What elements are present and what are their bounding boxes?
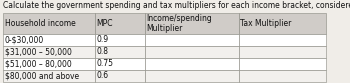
Bar <box>145 13 239 34</box>
Bar <box>239 46 326 58</box>
Bar <box>95 13 145 34</box>
Text: 0.9: 0.9 <box>97 35 109 44</box>
Bar <box>145 58 239 70</box>
Bar <box>3 58 95 70</box>
Text: 0.75: 0.75 <box>97 59 113 68</box>
Bar <box>239 34 326 46</box>
Text: 0.8: 0.8 <box>97 47 108 56</box>
Bar <box>95 34 145 46</box>
Bar <box>95 58 145 70</box>
Text: Household income: Household income <box>5 19 75 28</box>
Bar <box>239 70 326 82</box>
Bar <box>3 34 95 46</box>
Text: Income/spending
Multiplier: Income/spending Multiplier <box>147 14 212 33</box>
Text: MPC: MPC <box>97 19 113 28</box>
Text: Calculate the government spending and tax multipliers for each income bracket, c: Calculate the government spending and ta… <box>3 1 350 10</box>
Text: 0-$30,000: 0-$30,000 <box>5 35 44 44</box>
Bar <box>95 46 145 58</box>
Bar <box>145 70 239 82</box>
Bar <box>3 46 95 58</box>
Text: Tax Multiplier: Tax Multiplier <box>240 19 292 28</box>
Bar <box>239 58 326 70</box>
Bar <box>145 34 239 46</box>
Bar <box>95 70 145 82</box>
Text: $80,000 and above: $80,000 and above <box>5 71 79 80</box>
Bar <box>3 70 95 82</box>
Text: 0.6: 0.6 <box>97 71 109 80</box>
Bar <box>3 13 95 34</box>
Bar <box>145 46 239 58</box>
Bar <box>239 13 326 34</box>
Text: $31,000 – 50,000: $31,000 – 50,000 <box>5 47 71 56</box>
Text: $51,000 – 80,000: $51,000 – 80,000 <box>5 59 71 68</box>
